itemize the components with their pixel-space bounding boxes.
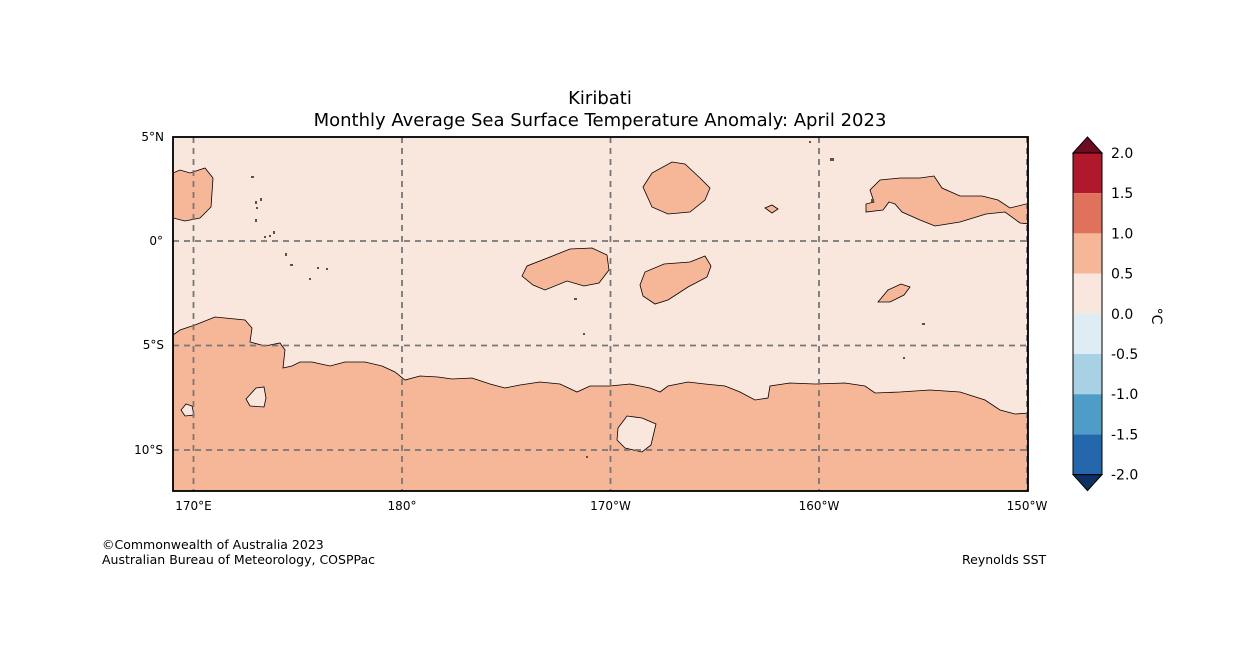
colorbar-unit: °C xyxy=(1148,308,1164,325)
agency-text: Australian Bureau of Meteorology, COSPPa… xyxy=(102,552,375,567)
colorbar-bin xyxy=(1073,273,1102,314)
colorbar-bin xyxy=(1073,434,1102,475)
colorbar-tick-label: 0.0 xyxy=(1111,307,1133,323)
copyright-text: ©Commonwealth of Australia 2023 xyxy=(102,537,324,552)
lat-label: 5°S xyxy=(143,338,164,352)
anomaly-pocket xyxy=(616,415,657,453)
colorbar-bin xyxy=(1073,394,1102,435)
lat-label: 10°S xyxy=(134,443,163,457)
map-frame xyxy=(172,136,1029,492)
lon-label: 180° xyxy=(388,499,417,513)
colorbar: 2.0 1.5 1.0 0.5 0.0 -0.5 -1.0 -1.5 -2.0 xyxy=(1071,136,1138,492)
anomaly-region-islet xyxy=(764,204,779,214)
colorbar-frame xyxy=(1072,152,1103,476)
colorbar-bin xyxy=(1073,354,1102,395)
colorbar-tick-label: 1.0 xyxy=(1111,226,1133,242)
lat-label: 0° xyxy=(149,234,163,248)
anomaly-region-northeast xyxy=(865,175,1028,227)
colorbar-tick-label: -1.0 xyxy=(1111,387,1138,403)
colorbar-bin xyxy=(1073,233,1102,274)
map-subtitle: Monthly Average Sea Surface Temperature … xyxy=(313,110,887,131)
map-title: Kiribati xyxy=(568,88,632,109)
footer-credits: ©Commonwealth of Australia 2023 Australi… xyxy=(102,537,375,567)
lon-label: 170°W xyxy=(590,499,631,513)
anomaly-region-north-central xyxy=(642,161,711,215)
anomaly-region-east-south xyxy=(877,283,911,303)
colorbar-tick-label: -0.5 xyxy=(1111,347,1138,363)
island-markers xyxy=(251,141,925,458)
colorbar-tick-label: 0.5 xyxy=(1111,267,1133,283)
anomaly-region-central xyxy=(521,247,610,291)
colorbar-bin xyxy=(1073,313,1102,354)
colorbar-tick-label: 2.0 xyxy=(1111,146,1133,162)
lon-label: 150°W xyxy=(1007,499,1048,513)
lon-label: 170°E xyxy=(175,499,212,513)
colorbar-tick-label: -1.5 xyxy=(1111,427,1138,443)
colorbar-tick-label: 1.5 xyxy=(1111,186,1133,202)
colorbar-over-extend xyxy=(1071,136,1104,154)
lat-label: 5°N xyxy=(141,130,164,144)
colorbar-bin xyxy=(1073,193,1102,234)
anomaly-pocket xyxy=(180,403,195,417)
colorbar-tick-label: -2.0 xyxy=(1111,468,1138,484)
anomaly-region-east-central xyxy=(639,255,712,305)
data-source: Reynolds SST xyxy=(962,552,1047,567)
graticule xyxy=(173,137,1028,491)
anomaly-pocket xyxy=(245,386,267,408)
colorbar-under-extend xyxy=(1071,474,1104,492)
colorbar-bin xyxy=(1073,153,1102,194)
lon-label: 160°W xyxy=(799,499,840,513)
anomaly-region-south xyxy=(173,316,1028,491)
